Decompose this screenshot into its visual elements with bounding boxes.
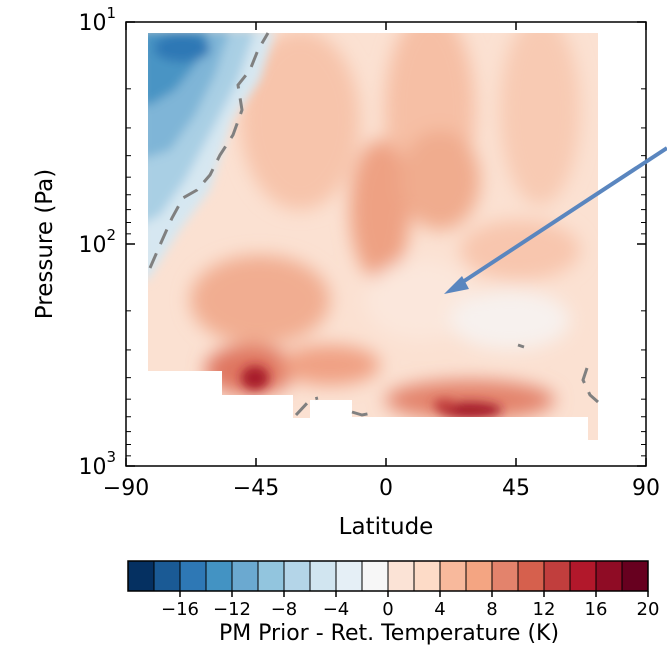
colorbar-tick-label: 12 (533, 599, 556, 620)
colorbar-tick-label: 8 (486, 599, 497, 620)
colorbar-tick-label: −4 (323, 599, 350, 620)
colorbar-tick-label: 20 (637, 599, 660, 620)
colorbar-swatch (336, 561, 363, 591)
colorbar-swatch (232, 561, 259, 591)
colorbar-swatch (544, 561, 571, 591)
colorbar-ticks: −16 −12 −8 −4 0 4 8 12 16 20 (153, 561, 660, 620)
colorbar-swatch (310, 561, 337, 591)
x-tick-label: 90 (632, 476, 660, 501)
colorbar-swatch (440, 561, 467, 591)
colorbar-tick-label: −16 (161, 599, 199, 620)
colorbar-tick-label: 16 (585, 599, 608, 620)
colorbar-swatch (180, 561, 207, 591)
colorbar-swatch (622, 561, 649, 591)
colorbar-swatch (596, 561, 623, 591)
y-tick-label: 101 (78, 4, 116, 36)
colorbar-label: PM Prior - Ret. Temperature (K) (219, 621, 559, 646)
colorbar-tick-label: 0 (382, 599, 393, 620)
colorbar-swatch (154, 561, 181, 591)
colorbar-tick-label: −8 (271, 599, 298, 620)
y-axis-label: Pressure (Pa) (32, 169, 58, 319)
x-axis-label: Latitude (339, 514, 434, 540)
colorbar-tick-label: −12 (213, 599, 251, 620)
x-tick-label: −45 (233, 476, 279, 501)
colorbar (127, 560, 649, 592)
heatmap-field (148, 33, 598, 440)
colorbar-swatch (128, 561, 155, 591)
colorbar-swatch (206, 561, 233, 591)
colorbar-swatch (414, 561, 441, 591)
x-tick-label: 0 (379, 476, 393, 501)
colorbar-swatch (466, 561, 493, 591)
y-tick-label: 102 (78, 226, 116, 258)
colorbar-swatch (518, 561, 545, 591)
x-tick-label: 45 (502, 476, 530, 501)
colorbar-swatch (388, 561, 415, 591)
colorbar-swatch (570, 561, 597, 591)
y-axis-ticks: 101 102 103 (78, 4, 646, 480)
annotation-arrow (444, 146, 667, 294)
colorbar-swatch (284, 561, 311, 591)
x-tick-label: −90 (103, 476, 149, 501)
zero-contours (148, 32, 599, 417)
x-axis-ticks: −90 −45 0 45 90 (103, 22, 660, 501)
colorbar-swatch (362, 561, 389, 591)
colorbar-swatch (492, 561, 519, 591)
colorbar-tick-label: 4 (434, 599, 445, 620)
y-tick-label: 103 (78, 448, 116, 480)
colorbar-swatch (258, 561, 285, 591)
